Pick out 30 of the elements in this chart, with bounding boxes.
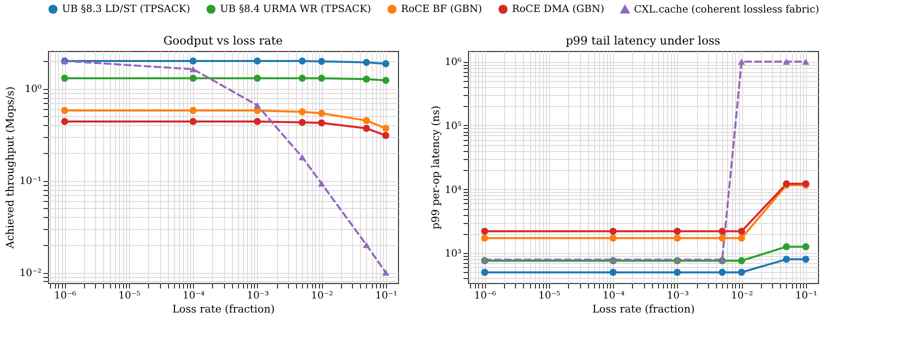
x-tick-label: 10⁻⁶ [54, 290, 76, 302]
x-tick-label: 10⁻³ [666, 290, 689, 302]
x-tick-label: 10⁻³ [246, 290, 269, 302]
legend-label: RoCE BF (GBN) [401, 4, 482, 16]
chart-title: p99 tail latency under loss [566, 34, 720, 48]
legend-label: UB §8.4 URMA WR (TPSACK) [220, 4, 372, 16]
y-axis-title: Achieved throughput (Mops/s) [4, 86, 16, 250]
y-tick-label: 10⁻² [19, 268, 42, 280]
x-tick-label: 10⁻¹ [375, 290, 398, 302]
x-tick-label: 10⁻⁵ [118, 290, 140, 302]
legend-label: RoCE DMA (GBN) [512, 4, 604, 16]
x-axis-title: Loss rate (fraction) [172, 304, 275, 316]
x-tick-label: 10⁻¹ [795, 290, 818, 302]
x-tick-label: 10⁻⁶ [474, 290, 496, 302]
x-tick-label: 10⁻⁴ [182, 290, 205, 302]
x-tick-label: 10⁻² [731, 290, 754, 302]
legend-label: CXL.cache (coherent lossless fabric) [634, 4, 820, 16]
x-tick-label: 10⁻⁵ [538, 290, 560, 302]
x-tick-label: 10⁻² [311, 290, 334, 302]
y-tick-label: 10⁵ [444, 120, 462, 132]
y-tick-label: 10⁴ [444, 184, 462, 196]
y-tick-label: 10³ [444, 248, 462, 260]
y-tick-label: 10⁻¹ [19, 176, 42, 188]
x-axis-title: Loss rate (fraction) [592, 304, 695, 316]
chart-title: Goodput vs loss rate [163, 34, 283, 48]
legend-label: UB §8.3 LD/ST (TPSACK) [62, 4, 190, 16]
y-tick-label: 10⁰ [24, 84, 42, 96]
x-tick-label: 10⁻⁴ [602, 290, 625, 302]
y-tick-label: 10⁶ [444, 57, 462, 68]
y-axis-title: p99 per-op latency (ns) [430, 106, 442, 230]
